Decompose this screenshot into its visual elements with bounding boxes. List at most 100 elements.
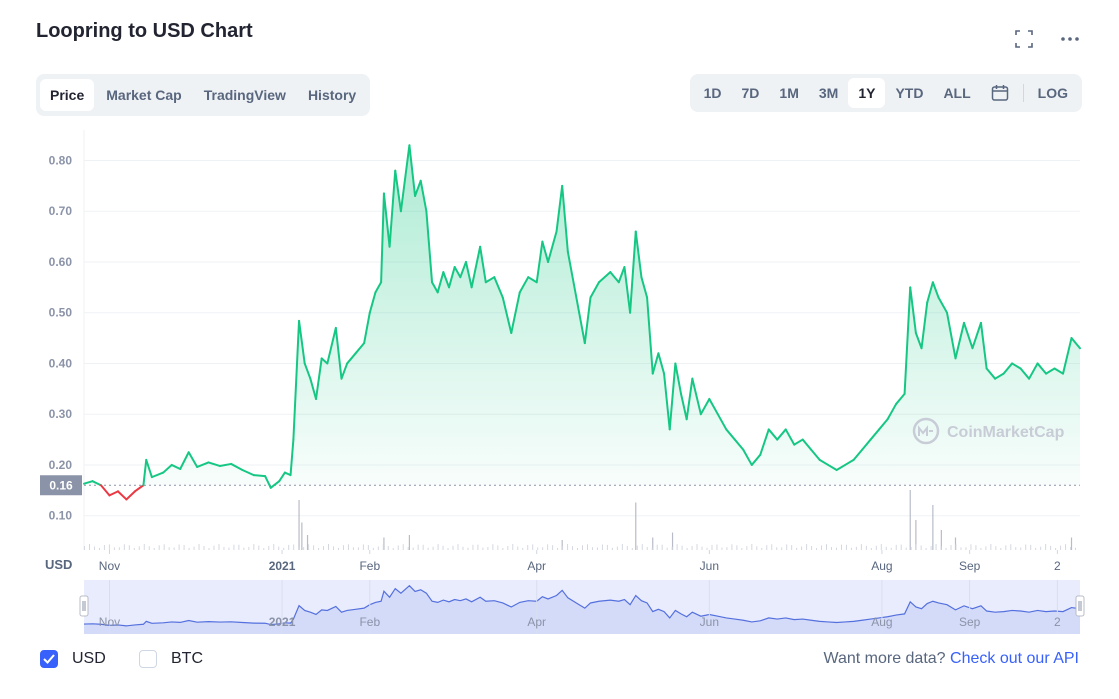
volume-bar: [751, 544, 753, 550]
price-segment: [493, 276, 504, 299]
volume-bar: [522, 547, 524, 550]
volume-bar: [651, 547, 653, 550]
volume-bar: [532, 544, 534, 550]
y-tick-label: 0.60: [49, 255, 73, 269]
volume-bar: [318, 547, 320, 550]
range-ytd[interactable]: YTD: [895, 85, 924, 101]
price-segment: [903, 286, 912, 395]
volume-bar: [985, 546, 987, 550]
price-segment: [708, 397, 719, 416]
price-segment: [162, 463, 173, 474]
price-segment: [937, 296, 949, 314]
y-tick-label: 0.10: [49, 509, 73, 523]
price-segment: [931, 281, 940, 299]
volume-bar: [686, 547, 688, 550]
price-segment: [334, 326, 343, 380]
price-segment: [354, 342, 366, 355]
price-segment: [303, 362, 312, 380]
volume-bar: [960, 547, 962, 550]
volume-bar: [726, 547, 728, 550]
tab-price[interactable]: Price: [40, 79, 95, 111]
tab-tradingview[interactable]: TradingView: [203, 87, 286, 103]
range-all[interactable]: ALL: [943, 85, 971, 101]
volume-bar: [940, 546, 942, 550]
volume-bar: [1065, 544, 1067, 550]
price-segment: [1053, 367, 1065, 375]
volume-bar: [392, 547, 394, 550]
price-segment: [207, 461, 221, 467]
price-segment: [629, 230, 637, 314]
volume-bar: [572, 546, 574, 550]
tab-market-cap[interactable]: Market Cap: [106, 87, 182, 103]
more-data-prompt: Want more data?: [823, 650, 946, 667]
volume-bar: [646, 546, 648, 550]
volume-bar: [741, 547, 743, 550]
volume-bar: [935, 544, 937, 550]
volume-bar: [1000, 547, 1002, 550]
navigator-line: [83, 584, 1081, 627]
volume-bar: [347, 544, 349, 550]
calendar-icon[interactable]: [981, 78, 1019, 108]
price-segment: [320, 357, 329, 365]
price-segment: [572, 281, 581, 314]
volume-bar: [932, 505, 934, 550]
price-chart[interactable]: 0.10 0.20 0.30 0.40 0.50 0.60 0.70 0.80 0.16 Co…: [0, 120, 1119, 645]
fullscreen-icon[interactable]: [1013, 28, 1035, 50]
usd-checkbox[interactable]: [40, 650, 58, 668]
volume-bar: [527, 545, 529, 550]
price-segment: [535, 240, 544, 284]
price-segment: [827, 463, 838, 472]
navigator[interactable]: Nov 2021 Feb Apr Jun Aug Sep 2: [79, 580, 1085, 634]
price-segment: [414, 179, 422, 197]
y-tick-label: 0.30: [49, 407, 73, 421]
api-link[interactable]: Check out our API: [950, 650, 1079, 667]
range-7d[interactable]: 7D: [741, 85, 760, 101]
x-tick-label: Sep: [959, 559, 981, 573]
tab-history[interactable]: History: [307, 87, 357, 103]
volume-bar: [377, 546, 379, 550]
log-scale-toggle[interactable]: LOG: [1037, 85, 1068, 101]
volume-bar: [1055, 547, 1057, 550]
volume-bar: [143, 544, 145, 550]
volume-bar: [681, 545, 683, 550]
btc-checkbox-row[interactable]: BTC: [139, 650, 203, 668]
usd-checkbox-row[interactable]: USD: [40, 650, 106, 668]
range-3m[interactable]: 3M: [818, 85, 839, 101]
current-price-tag: 0.16: [40, 475, 82, 496]
navigator-tick-label: Feb: [359, 615, 380, 629]
volume-bar: [88, 544, 90, 550]
volume-bar: [925, 547, 927, 550]
price-segment: [685, 377, 694, 421]
price-segment: [1002, 362, 1014, 375]
range-1d[interactable]: 1D: [703, 85, 722, 101]
more-options-icon[interactable]: [1059, 28, 1081, 50]
volume-bar: [756, 546, 758, 550]
chart-title: Loopring to USD Chart: [36, 20, 253, 42]
price-segment: [340, 362, 349, 380]
volume-bar: [263, 547, 265, 550]
x-tick-label: 2021: [269, 559, 296, 573]
volume-bar: [661, 544, 663, 550]
volume-bar: [382, 544, 384, 550]
volume-bar: [228, 547, 230, 550]
volume-bar: [631, 547, 633, 550]
price-segment: [453, 266, 462, 279]
y-tick-label: 0.20: [49, 458, 73, 472]
volume-bar: [676, 544, 678, 550]
btc-checkbox[interactable]: [139, 650, 157, 668]
navigator-tick-label: Jun: [700, 615, 719, 629]
price-segment: [108, 490, 119, 497]
volume-bar: [268, 545, 270, 550]
range-1m[interactable]: 1M: [779, 85, 799, 101]
volume-bar: [796, 547, 798, 550]
volume-bar: [626, 545, 628, 550]
volume-bar: [437, 544, 439, 550]
navigator-left-handle[interactable]: [79, 595, 89, 617]
price-segment: [289, 438, 295, 477]
volume-bar: [308, 544, 310, 550]
range-1y[interactable]: 1Y: [848, 78, 886, 108]
volume-bar: [995, 546, 997, 550]
volume-bar: [870, 548, 872, 550]
navigator-right-handle[interactable]: [1075, 595, 1085, 617]
volume-bar: [422, 544, 424, 550]
